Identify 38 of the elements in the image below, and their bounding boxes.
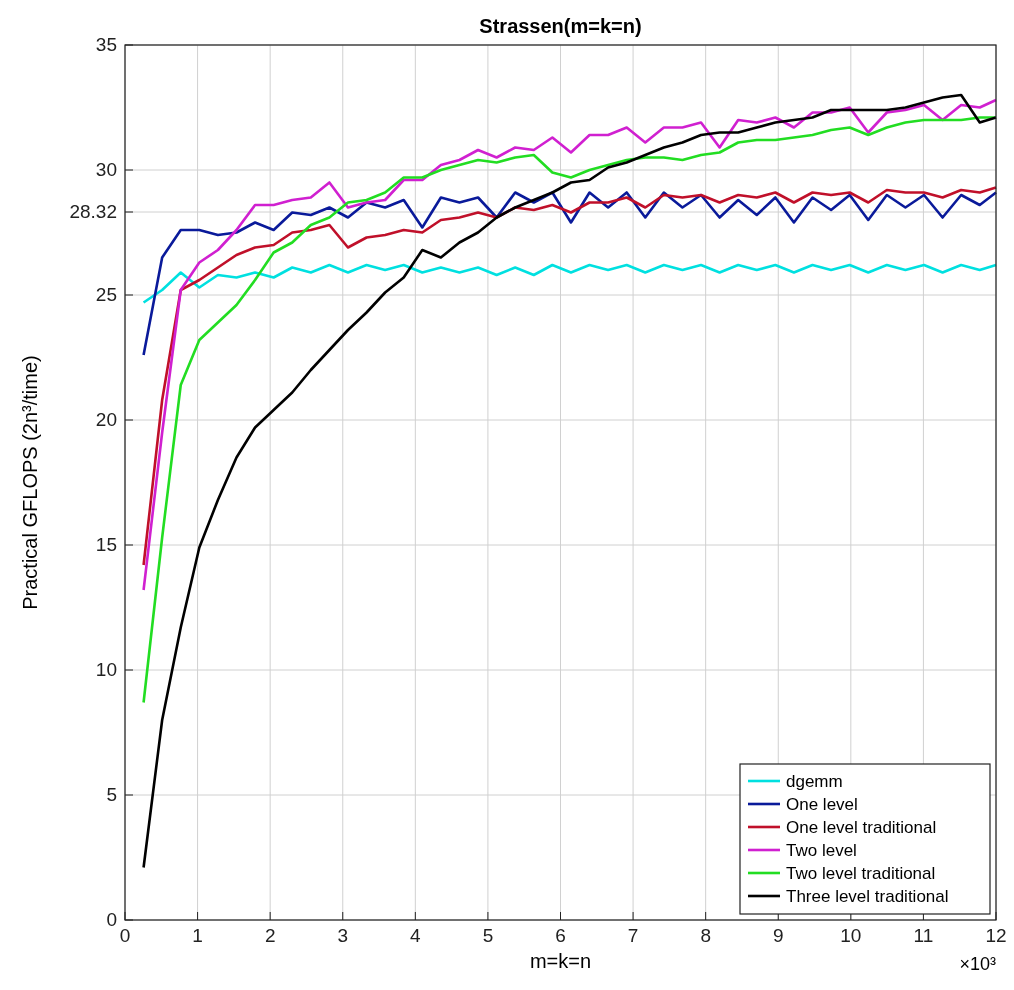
line-series (142, 186, 998, 567)
x-axis-title: m=k=n (529, 950, 592, 972)
line-series (142, 93, 998, 869)
y-tick-label: 5 (106, 784, 117, 805)
x-tick-label: 4 (410, 925, 422, 946)
legend-label: Two level traditional (786, 864, 936, 883)
line-series (142, 98, 998, 592)
line-series (142, 263, 998, 304)
y-tick-label: 10 (95, 659, 117, 680)
y-tick-label: 20 (95, 409, 117, 430)
line-series (142, 191, 998, 357)
line-series (142, 116, 998, 704)
x-tick-label: 11 (913, 925, 934, 946)
x-tick-label: 10 (840, 925, 862, 946)
chart-title: Strassen(m=k=n) (479, 15, 642, 37)
y-tick-label: 30 (95, 159, 117, 180)
x-tick-label: 5 (482, 925, 494, 946)
legend-label: dgemm (786, 772, 843, 791)
y-tick-label: 28.32 (69, 201, 117, 222)
x-tick-label: 12 (985, 925, 1007, 946)
y-axis-title: Practical GFLOPS (2n³/time) (19, 355, 41, 610)
x-tick-label: 0 (119, 925, 131, 946)
x-tick-label: 9 (772, 925, 784, 946)
x-tick-label: 6 (555, 925, 566, 946)
x-tick-label: 8 (700, 925, 711, 946)
legend-label: One level traditional (786, 818, 937, 837)
y-tick-label: 25 (95, 284, 117, 305)
x-tick-label: 1 (192, 925, 203, 946)
x-tick-label: 7 (627, 925, 639, 946)
legend-label: One level (786, 795, 858, 814)
text: ×10³ (959, 954, 996, 974)
x-tick-label: 3 (337, 925, 349, 946)
y-tick-label: 35 (95, 34, 117, 55)
legend-label: Three level traditional (786, 887, 949, 906)
x-tick-label: 2 (264, 925, 276, 946)
legend-label: Two level (786, 841, 857, 860)
y-tick-label: 15 (95, 534, 117, 555)
y-tick-label: 0 (106, 909, 117, 930)
